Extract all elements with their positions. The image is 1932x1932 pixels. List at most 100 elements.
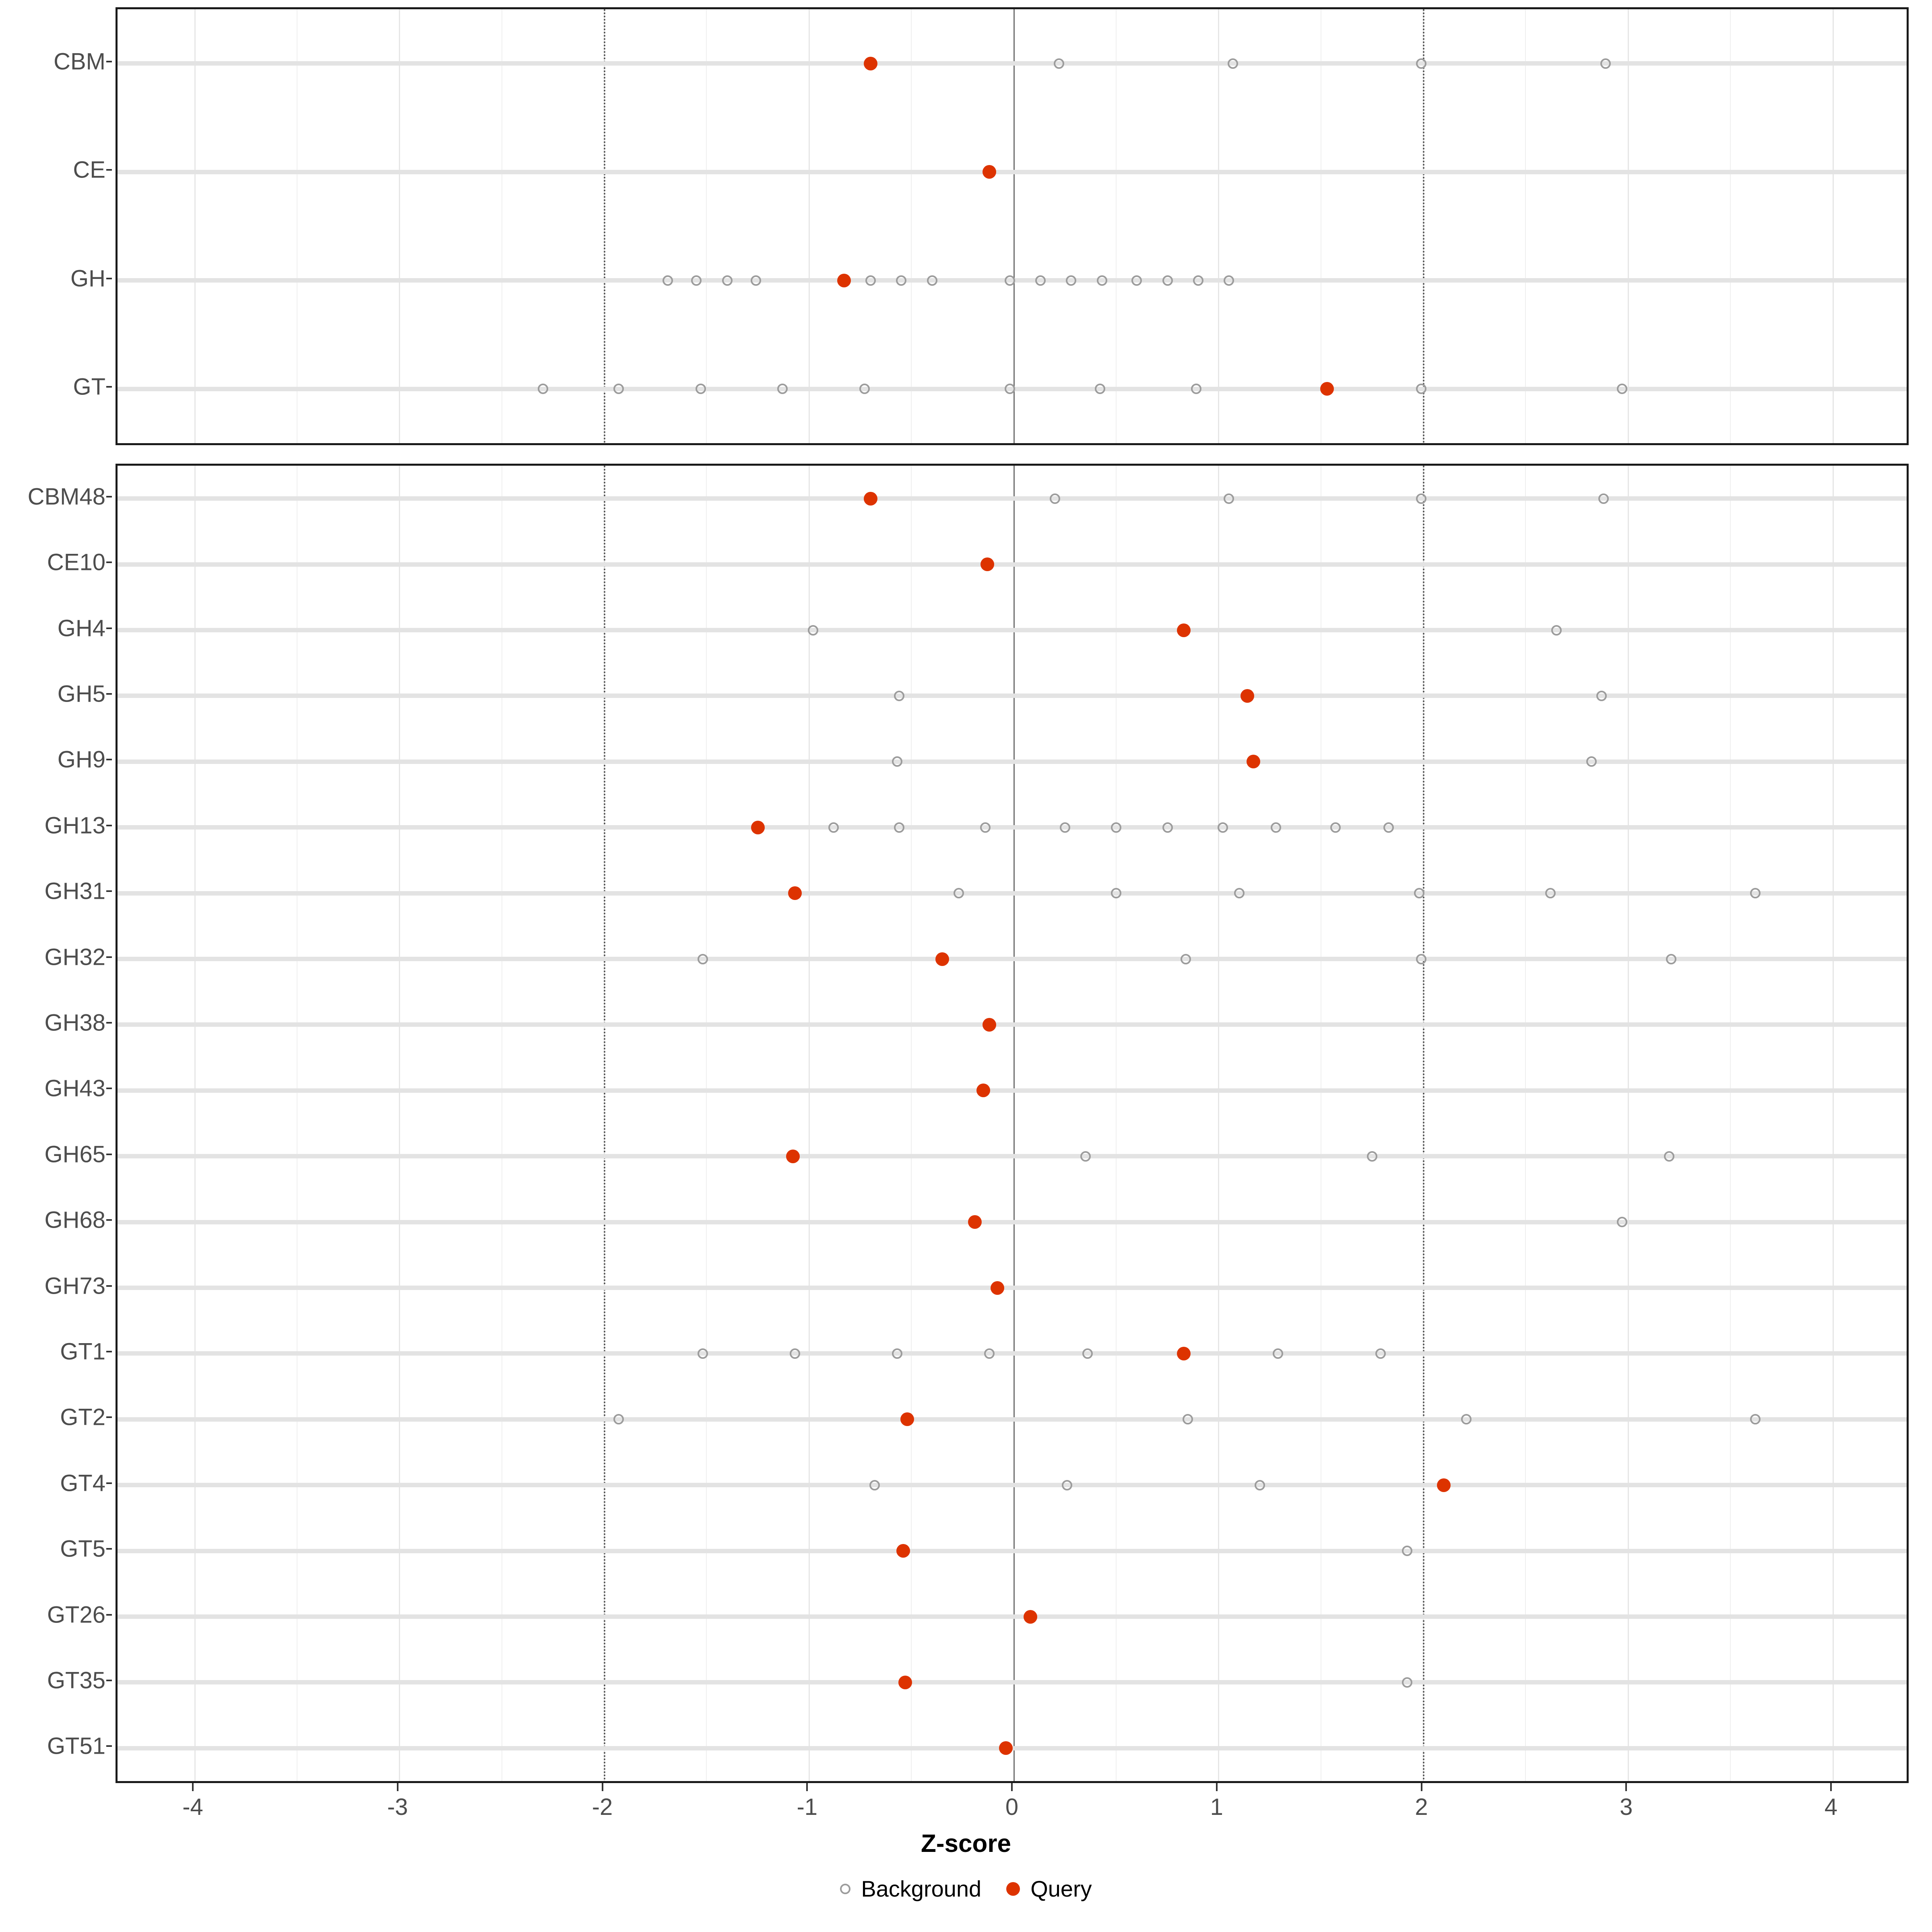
background-point	[1416, 954, 1427, 964]
x-axis-tick-label: 4	[1824, 1794, 1838, 1820]
gridline-minor	[1115, 9, 1117, 443]
y-axis-tick-mark	[106, 1153, 112, 1155]
background-point	[1666, 954, 1677, 964]
background-point	[896, 275, 907, 286]
threshold-line-neg2	[603, 9, 605, 443]
row-line	[118, 61, 1907, 66]
y-axis-tick-mark	[106, 956, 112, 958]
background-point	[1616, 384, 1627, 394]
background-point	[1224, 275, 1234, 286]
background-point	[980, 822, 991, 833]
gridline-minor	[1115, 466, 1117, 1781]
background-point	[663, 275, 673, 286]
gridline-x-neg4	[194, 9, 196, 443]
query-point	[863, 56, 877, 70]
y-axis-tick-label: GH73	[44, 1273, 105, 1299]
x-axis-tick-mark	[396, 1783, 398, 1791]
background-point	[1375, 1348, 1386, 1359]
row-line	[118, 1220, 1907, 1224]
x-axis-tick-label: -3	[387, 1794, 408, 1820]
query-point	[896, 1544, 910, 1558]
background-point	[1080, 1151, 1091, 1162]
y-axis-tick-label: GH32	[44, 944, 105, 970]
query-point	[837, 273, 851, 287]
background-point	[1330, 822, 1341, 833]
query-point	[1177, 1346, 1191, 1360]
background-point	[984, 1348, 995, 1359]
gridline-x-4	[1832, 9, 1834, 443]
background-marker-icon	[840, 1883, 851, 1894]
query-point	[900, 1412, 914, 1426]
row-line	[118, 1483, 1907, 1488]
x-axis-tick-mark	[192, 1783, 194, 1791]
x-axis-tick-label: -4	[182, 1794, 203, 1820]
legend-item-query[interactable]: Query	[1006, 1876, 1092, 1902]
background-point	[1181, 954, 1191, 964]
background-point	[927, 275, 937, 286]
query-point	[935, 952, 949, 966]
background-point	[894, 822, 905, 833]
row-line	[118, 628, 1907, 632]
y-axis-tick-mark	[106, 1350, 112, 1352]
row-line	[118, 1351, 1907, 1356]
y-axis-tick-mark	[106, 824, 112, 826]
background-point	[1367, 1151, 1378, 1162]
background-point	[1049, 493, 1060, 504]
query-point	[786, 1149, 800, 1163]
background-point	[789, 1348, 800, 1359]
x-axis-title: Z-score	[921, 1830, 1011, 1858]
background-point	[1551, 625, 1562, 636]
x-axis-tick-mark	[1625, 1783, 1627, 1791]
background-point	[1094, 384, 1105, 394]
legend-item-background[interactable]: Background	[840, 1876, 981, 1902]
plot-area-family-level	[118, 466, 1907, 1781]
background-point	[1082, 1348, 1093, 1359]
background-point	[1111, 822, 1122, 833]
background-point	[1060, 822, 1071, 833]
threshold-line-2	[1422, 9, 1424, 443]
y-axis-tick-label: GT35	[47, 1667, 105, 1694]
row-line	[118, 1548, 1907, 1553]
query-point	[1023, 1610, 1037, 1624]
background-point	[695, 384, 706, 394]
y-axis-tick-label: GT4	[60, 1470, 105, 1496]
background-point	[697, 954, 708, 964]
y-axis-tick-label: CBM48	[27, 483, 105, 510]
background-point	[1414, 888, 1425, 899]
y-axis-tick-label: CE10	[47, 549, 105, 576]
background-point	[1062, 1480, 1073, 1490]
query-point	[999, 1741, 1013, 1755]
gridline-minor	[911, 9, 912, 443]
y-axis-tick-mark	[106, 1088, 112, 1090]
y-axis-tick-label: GT26	[47, 1602, 105, 1628]
y-axis-tick-label: GT2	[60, 1404, 105, 1430]
y-axis-tick-label: GT	[73, 374, 105, 400]
background-point	[1053, 58, 1064, 69]
query-point	[980, 557, 994, 572]
row-line	[118, 1088, 1907, 1093]
gridline-x-3	[1627, 9, 1629, 443]
background-point	[1616, 1217, 1627, 1228]
row-line	[118, 1286, 1907, 1290]
row-line	[118, 891, 1907, 896]
gridline-x-neg4	[194, 466, 196, 1781]
y-axis-tick-mark	[106, 1679, 112, 1681]
background-point	[1004, 275, 1015, 286]
background-point	[894, 690, 905, 701]
row-line	[118, 1022, 1907, 1027]
background-point	[892, 756, 902, 767]
background-point	[869, 1480, 880, 1490]
y-axis-tick-mark	[106, 627, 112, 629]
gridline-x-1	[1218, 466, 1220, 1781]
gridline-minor	[706, 466, 707, 1781]
background-point	[865, 275, 876, 286]
y-axis-tick-label: GH38	[44, 1009, 105, 1036]
x-axis-tick-mark	[806, 1783, 808, 1791]
y-axis-tick-label: CBM	[54, 48, 105, 75]
y-axis-tick-label: GH4	[57, 615, 105, 641]
query-point	[991, 1281, 1005, 1295]
background-point	[537, 384, 548, 394]
row-line	[118, 1417, 1907, 1422]
row-line	[118, 1154, 1907, 1159]
background-point	[1750, 1414, 1761, 1425]
